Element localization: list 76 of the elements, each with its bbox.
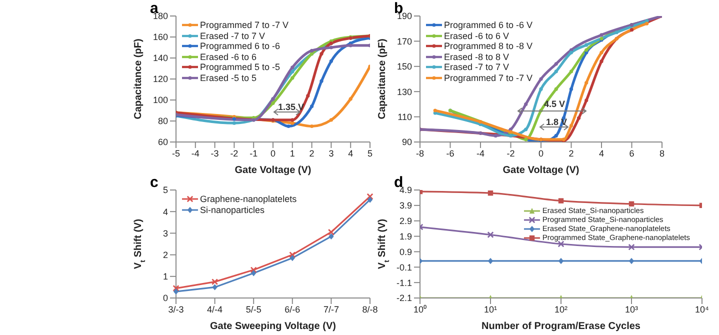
- x-tick-label: 10⁰: [413, 304, 427, 314]
- y-tick-label: 120: [152, 74, 168, 84]
- x-tick-label: 8/-8: [362, 304, 378, 314]
- x-axis-title: Gate Voltage (V): [234, 165, 312, 176]
- x-tick-label: 0: [270, 148, 276, 158]
- x-tick-label: -5: [172, 148, 180, 158]
- y-tick-label: 170: [396, 36, 412, 46]
- legend-label: Erased -7 to 7 V: [200, 30, 266, 41]
- legend-label: Erased -7 to 7 V: [444, 62, 510, 72]
- y-tick-label: 110: [398, 112, 412, 122]
- x-tick-label: 6/-6: [284, 304, 300, 314]
- x-tick-label: 0: [538, 148, 544, 158]
- x-tick-label: 2: [568, 148, 574, 158]
- x-tick-label: 6: [629, 148, 634, 158]
- y-tick-label: 90: [402, 137, 412, 148]
- y-tick-label: 5: [162, 185, 168, 196]
- x-tick-label: 4/-4: [207, 304, 223, 314]
- y-tick-label: -0.1: [396, 262, 412, 272]
- x-tick-label: 1: [290, 148, 295, 158]
- legend-label: Erased -5 to 5: [200, 72, 257, 83]
- y-tick-label: 2: [162, 250, 168, 260]
- x-tick-label: 10⁴: [695, 304, 710, 314]
- y-axis-title: Capacitance (pF): [133, 38, 144, 120]
- y-tick-label: 0: [162, 293, 168, 304]
- legend-label: Si-nanoparticles: [200, 204, 265, 215]
- y-tick-label: 1.9: [399, 231, 412, 242]
- x-tick-label: -4: [476, 148, 485, 158]
- legend-label: Programmed 5 to -5: [200, 62, 280, 72]
- y-tick-label: 3: [162, 228, 168, 238]
- x-axis-title: Gate Sweeping Voltage (V): [210, 321, 336, 332]
- y-tick-label: 100: [152, 95, 168, 106]
- legend-label: Programmed 8 to -8 V: [444, 41, 533, 52]
- x-tick-label: -4: [191, 148, 200, 158]
- x-axis-title: Gate Voltage (V): [502, 165, 580, 176]
- y-tick-label: -1.1: [396, 278, 412, 288]
- x-tick-label: 3: [328, 148, 334, 158]
- x-tick-label: -3: [210, 148, 219, 158]
- y-tick-label: 80: [158, 116, 168, 126]
- x-tick-label: -2: [506, 148, 515, 158]
- x-tick-label: 7/-7: [323, 304, 339, 314]
- x-tick-label: 3/-3: [168, 304, 184, 314]
- y-tick-label: 130: [396, 86, 412, 97]
- y-tick-label: 1: [162, 272, 168, 282]
- x-tick-label: 10³: [624, 304, 638, 314]
- x-tick-label: -1: [250, 148, 258, 158]
- legend-label: Erased -6 to 6: [200, 52, 257, 62]
- y-tick-label: 0.9: [399, 246, 412, 257]
- y-tick-label: 2.9: [399, 216, 412, 226]
- y-tick-label: -2.1: [396, 293, 412, 304]
- x-tick-label: 4: [348, 148, 354, 158]
- x-tick-label: 4: [598, 148, 604, 158]
- legend-label: Graphene-nanoplatelets: [200, 194, 297, 204]
- legend-label: Erased -8 to 8 V: [444, 52, 510, 62]
- legend-label: Programmed 6 to -6 V: [444, 20, 533, 30]
- y-tick-label: 160: [152, 32, 168, 42]
- x-tick-label: -2: [230, 148, 238, 158]
- x-tick-label: 2: [309, 148, 314, 158]
- y-tick-label: 150: [396, 62, 412, 72]
- x-tick-label: 8: [659, 148, 665, 158]
- x-tick-label: 10¹: [484, 304, 498, 314]
- x-tick-label: -6: [446, 148, 454, 158]
- y-tick-label: 4: [162, 206, 168, 217]
- y-tick-label: 3.9: [399, 200, 412, 211]
- y-tick-label: 60: [158, 137, 168, 148]
- y-axis-title: Capacitance (pF): [377, 38, 388, 120]
- chart-title: c: [150, 174, 158, 191]
- legend-label: Programmed 6 to -6: [200, 41, 280, 52]
- x-tick-label: -8: [416, 148, 424, 158]
- y-tick-label: 140: [152, 53, 168, 64]
- x-axis-title: Number of Program/Erase Cycles: [482, 321, 641, 332]
- x-tick-label: 5: [367, 148, 373, 158]
- legend-label: Programmed 7 to -7 V: [444, 72, 533, 83]
- x-tick-label: 10²: [554, 304, 568, 314]
- legend-label: Erased -6 to 6 V: [444, 30, 510, 41]
- legend-label: Programmed 7 to -7 V: [200, 20, 289, 30]
- x-tick-label: 5/-5: [246, 304, 262, 314]
